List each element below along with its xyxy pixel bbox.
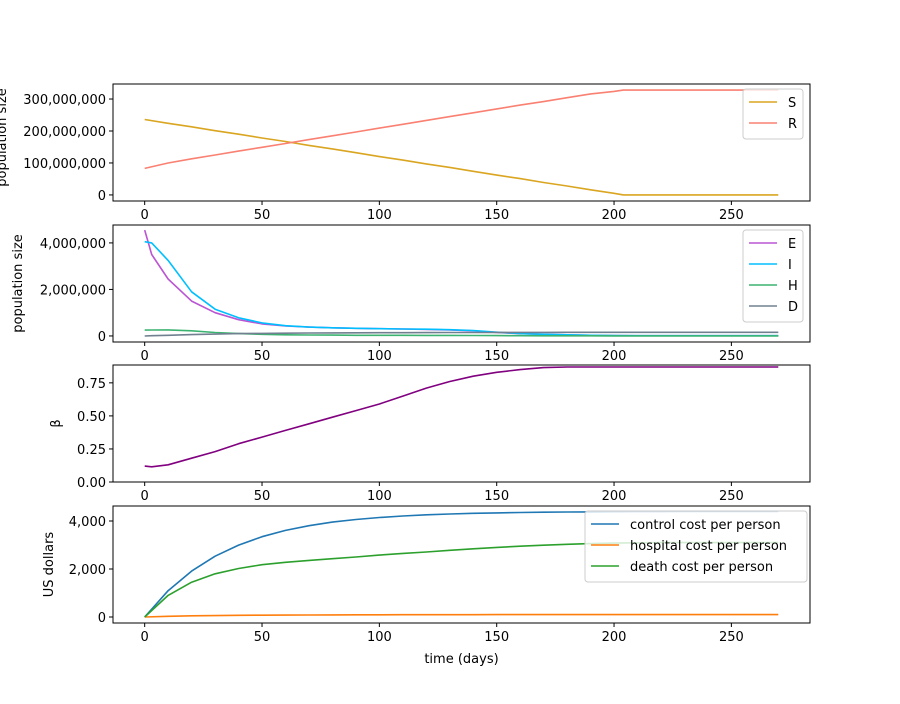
x-tick-label: 200 xyxy=(602,349,627,364)
legend-label: D xyxy=(788,300,798,315)
legend-box xyxy=(742,229,804,323)
x-tick-label: 50 xyxy=(254,349,271,364)
y-tick-label: 4,000,000 xyxy=(40,237,106,252)
x-axis-label: time (days) xyxy=(424,652,498,667)
subplot-1: 0 50 100 150 200 250 0 100,000,000 200,000,000 30… xyxy=(0,83,811,223)
y-tick-label: 0 xyxy=(98,330,106,345)
axes-frame xyxy=(112,364,811,483)
x-tick-label: 200 xyxy=(602,630,627,645)
series-line-d xyxy=(144,331,779,337)
legend-label: E xyxy=(788,237,796,252)
y-tick-label: 0.50 xyxy=(77,410,106,425)
x-tick-label: 250 xyxy=(719,630,744,645)
axes-frame xyxy=(112,505,811,624)
x-tick-label: 250 xyxy=(719,349,744,364)
y-tick-label: 200,000,000 xyxy=(23,125,106,140)
x-tick-label: 150 xyxy=(484,208,509,223)
y-axis-label: β xyxy=(49,419,64,427)
x-tick-label: 50 xyxy=(254,630,271,645)
y-tick-label: 0.25 xyxy=(77,443,106,458)
legend-label: death cost per person xyxy=(630,560,773,575)
x-tick-label: 250 xyxy=(719,489,744,504)
y-tick-label: 2,000 xyxy=(69,563,106,578)
axes-frame xyxy=(112,83,811,202)
x-tick-label: 200 xyxy=(602,208,627,223)
legend-label: I xyxy=(788,258,792,273)
series-line-e xyxy=(143,229,779,337)
series-line-beta xyxy=(144,366,779,468)
x-tick-label: 50 xyxy=(254,208,271,223)
x-tick-label: 150 xyxy=(484,630,509,645)
x-tick-label: 150 xyxy=(484,489,509,504)
x-tick-label: 100 xyxy=(367,349,392,364)
y-tick-label: 0.75 xyxy=(77,377,106,392)
x-tick-label: 0 xyxy=(141,349,149,364)
series-line-r xyxy=(144,89,779,170)
x-tick-label: 150 xyxy=(484,349,509,364)
legend-label: S xyxy=(788,96,796,111)
x-tick-label: 100 xyxy=(367,489,392,504)
series-line-i xyxy=(144,240,779,337)
legend: SR xyxy=(742,88,804,140)
legend-label: H xyxy=(788,279,798,294)
axes-frame xyxy=(112,224,811,343)
x-tick-label: 0 xyxy=(141,630,149,645)
y-axis-label: population size xyxy=(0,88,10,187)
series-line-s xyxy=(144,118,779,196)
y-tick-label: 0.00 xyxy=(77,476,106,491)
y-tick-label: 0 xyxy=(98,611,106,626)
legend-label: control cost per person xyxy=(630,518,781,533)
x-tick-label: 200 xyxy=(602,489,627,504)
y-tick-label: 4,000 xyxy=(69,515,106,530)
subplot-2: 0 50 100 150 200 250 0 2,000,000 4,000,000 popula… xyxy=(11,224,811,364)
legend-label: hospital cost per person xyxy=(630,539,787,554)
legend: control cost per person hospital cost per… xyxy=(584,510,808,583)
subplot-4: 0 50 100 150 200 250 0 2,000 4,000 US dollars time… xyxy=(42,505,811,667)
y-tick-label: 2,000,000 xyxy=(40,283,106,298)
series-line-hospital-cost-per-person xyxy=(144,613,779,618)
x-tick-label: 100 xyxy=(367,208,392,223)
x-tick-label: 50 xyxy=(254,489,271,504)
y-axis-label: US dollars xyxy=(42,532,57,598)
legend-label: R xyxy=(788,117,797,132)
y-axis-label: population size xyxy=(11,234,26,333)
x-tick-label: 0 xyxy=(141,489,149,504)
y-tick-label: 100,000,000 xyxy=(23,157,106,172)
legend-box xyxy=(584,510,808,583)
subplot-3: 0 50 100 150 200 250 0.00 0.25 0.50 0.75 β xyxy=(49,364,811,504)
y-tick-label: 300,000,000 xyxy=(23,93,106,108)
x-tick-label: 250 xyxy=(719,208,744,223)
y-tick-label: 0 xyxy=(98,189,106,204)
x-tick-label: 100 xyxy=(367,630,392,645)
x-tick-label: 0 xyxy=(141,208,149,223)
